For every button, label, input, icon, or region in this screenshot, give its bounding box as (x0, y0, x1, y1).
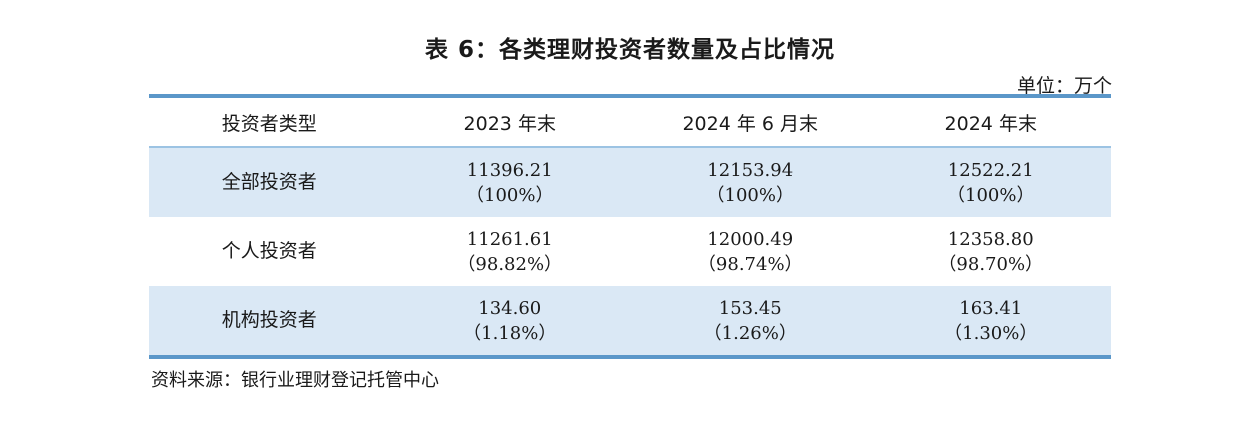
table-cell: 153.45 （1.26%） (630, 286, 871, 355)
cell-percent: （100%） (466, 184, 554, 206)
header-2024-end: 2024 年末 (870, 98, 1111, 148)
data-table-container: 投资者类型 2023 年末 2024 年 6 月末 2024 年末 全部投资者 … (149, 94, 1111, 359)
table-row-institutional-investors: 机构投资者 134.60 （1.18%） 153.45 （1.26%） 163.… (149, 286, 1111, 355)
cell-value: 12522.21 (947, 159, 1034, 181)
table-cell: 12358.80 （98.70%） (871, 217, 1112, 286)
table-row-individual-investors: 个人投资者 11261.61 （98.82%） 12000.49 （98.74%… (149, 217, 1111, 286)
cell-percent: （100%） (947, 184, 1035, 206)
row-label: 个人投资者 (221, 240, 317, 262)
table-header-row: 投资者类型 2023 年末 2024 年 6 月末 2024 年末 (149, 98, 1111, 148)
cell-percent: （1.18%） (463, 322, 557, 344)
table-cell: 12153.94 （100%） (630, 147, 871, 217)
cell-percent: （1.26%） (703, 322, 797, 344)
table-cell: 11261.61 （98.82%） (390, 217, 631, 286)
table-title: 表 6：各类理财投资者数量及占比情况 (424, 37, 835, 63)
header-2024-june-end: 2024 年 6 月末 (630, 98, 871, 148)
cell-value: 134.60 (478, 297, 542, 319)
source-note: 资料来源：银行业理财登记托管中心 (151, 370, 439, 391)
investor-table: 投资者类型 2023 年末 2024 年 6 月末 2024 年末 全部投资者 … (149, 98, 1111, 355)
cell-percent: （98.70%） (938, 253, 1044, 275)
row-label: 全部投资者 (149, 147, 390, 217)
header-2023-end: 2023 年末 (389, 98, 630, 148)
cell-percent: （98.82%） (457, 253, 563, 275)
cell-value: 163.41 (959, 297, 1023, 319)
cell-percent: （100%） (706, 184, 794, 206)
cell-value: 153.45 (718, 297, 782, 319)
unit-label: 单位：万个 (1016, 75, 1112, 97)
table-cell: 11396.21 （100%） (389, 147, 630, 217)
cell-value: 11396.21 (466, 159, 553, 181)
table-cell: 134.60 （1.18%） (389, 286, 630, 355)
row-label: 机构投资者 (149, 286, 390, 355)
table-cell: 163.41 （1.30%） (870, 286, 1111, 355)
cell-value: 12153.94 (707, 159, 794, 181)
cell-value: 12000.49 (707, 228, 794, 250)
table-cell: 12522.21 （100%） (870, 147, 1111, 217)
cell-percent: （98.74%） (697, 253, 803, 275)
header-investor-type: 投资者类型 (149, 98, 390, 148)
cell-value: 12358.80 (947, 228, 1034, 250)
table-cell: 12000.49 （98.74%） (630, 217, 871, 286)
table-row-all-investors: 全部投资者 11396.21 （100%） 12153.94 （100%） 12… (149, 147, 1111, 217)
cell-value: 11261.61 (466, 228, 553, 250)
cell-percent: （1.30%） (944, 322, 1038, 344)
